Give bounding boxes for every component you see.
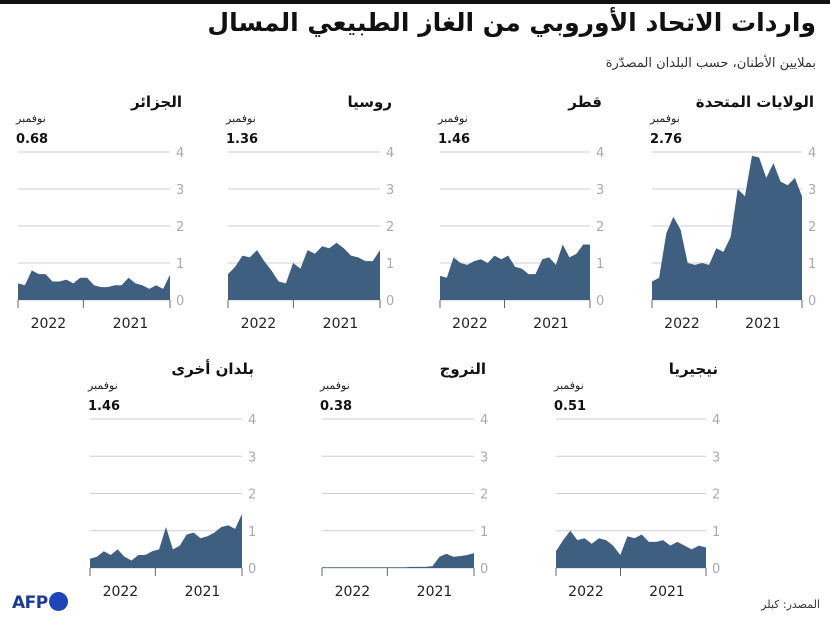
y-tick-label: 1: [808, 257, 816, 272]
y-tick-label: 2: [176, 220, 184, 235]
area-series: [440, 244, 590, 300]
y-tick-label: 3: [248, 450, 256, 465]
x-tick-label: 2021: [533, 316, 569, 332]
y-tick-label: 4: [176, 146, 184, 161]
latest-value: 1.46: [88, 399, 120, 414]
x-tick-label: 2021: [649, 584, 685, 600]
x-tick-label: 2021: [417, 584, 453, 600]
y-tick-label: 2: [480, 488, 488, 503]
y-tick-label: 3: [712, 450, 720, 465]
y-tick-label: 3: [808, 183, 816, 198]
x-tick-label: 2022: [568, 584, 604, 600]
y-tick-label: 4: [712, 413, 720, 428]
area-series: [652, 155, 802, 300]
y-tick-label: 4: [480, 413, 488, 428]
y-tick-label: 3: [596, 183, 604, 198]
latest-label: نوفمبر: [649, 112, 680, 125]
area-series: [18, 270, 170, 300]
panel-0: الولايات المتحدة نوفمبر 2.76 0 1 2 3 4 2022 2021: [649, 93, 816, 332]
latest-label: نوفمبر: [87, 379, 118, 392]
country-name: روسيا: [348, 93, 392, 111]
x-tick-label: 2022: [31, 316, 67, 332]
country-name: الجزائر: [130, 93, 182, 111]
y-tick-label: 2: [596, 220, 604, 235]
afp-logo-dot-icon: [48, 592, 68, 611]
y-tick-label: 4: [808, 146, 816, 161]
panel-4: نيجيريا نوفمبر 0.51 0 1 2 3 4 2022 2021: [553, 360, 720, 600]
latest-value: 2.76: [650, 132, 682, 147]
latest-label: نوفمبر: [553, 379, 584, 392]
area-series: [228, 242, 380, 300]
latest-value: 0.38: [320, 399, 352, 414]
y-tick-label: 2: [712, 488, 720, 503]
area-series: [322, 553, 474, 568]
country-name: نيجيريا: [669, 360, 718, 378]
panel-5: النروج نوفمبر 0.38 0 1 2 3 4 2022 2021: [319, 360, 488, 600]
panel-2: روسيا نوفمبر 1.36 0 1 2 3 4 2022 2021: [225, 93, 394, 332]
top-rule: [0, 0, 830, 4]
latest-value: 1.36: [226, 132, 258, 147]
y-tick-label: 4: [248, 413, 256, 428]
y-tick-label: 0: [596, 294, 604, 309]
y-tick-label: 1: [176, 257, 184, 272]
panel-3: الجزائر نوفمبر 0.68 0 1 2 3 4 2022 2021: [15, 93, 184, 332]
chart-title: واردات الاتحاد الأوروبي من الغاز الطبيعي…: [207, 8, 816, 37]
y-tick-label: 0: [248, 562, 256, 577]
latest-label: نوفمبر: [319, 379, 350, 392]
y-tick-label: 2: [386, 220, 394, 235]
y-tick-label: 0: [386, 294, 394, 309]
x-tick-label: 2021: [323, 316, 359, 332]
logo-text: AFP: [12, 593, 48, 613]
x-tick-label: 2021: [113, 316, 149, 332]
x-tick-label: 2021: [745, 316, 781, 332]
y-tick-label: 4: [386, 146, 394, 161]
y-tick-label: 1: [480, 525, 488, 540]
y-tick-label: 3: [386, 183, 394, 198]
x-tick-label: 2022: [335, 584, 371, 600]
latest-label: نوفمبر: [225, 112, 256, 125]
y-tick-label: 2: [808, 220, 816, 235]
y-tick-label: 3: [480, 450, 488, 465]
x-tick-label: 2022: [452, 316, 488, 332]
y-tick-label: 4: [596, 146, 604, 161]
y-tick-label: 1: [596, 257, 604, 272]
y-tick-label: 1: [248, 525, 256, 540]
y-tick-label: 1: [386, 257, 394, 272]
x-tick-label: 2021: [185, 584, 221, 600]
afp-logo: AFP: [12, 592, 68, 613]
y-tick-label: 0: [808, 294, 816, 309]
source-note: المصدر: كبلر: [761, 598, 820, 611]
country-name: النروج: [440, 360, 486, 378]
latest-label: نوفمبر: [437, 112, 468, 125]
x-tick-label: 2022: [103, 584, 139, 600]
country-name: قطر: [567, 93, 602, 111]
chart-subtitle: بملايين الأطنان، حسب البلدان المصدّرة: [605, 56, 816, 71]
area-series: [556, 530, 706, 568]
y-tick-label: 0: [480, 562, 488, 577]
country-name: بلدان أخرى: [171, 359, 254, 378]
panel-1: قطر نوفمبر 1.46 0 1 2 3 4 2022 2021: [437, 93, 604, 332]
x-tick-label: 2022: [664, 316, 700, 332]
latest-value: 0.68: [16, 132, 48, 147]
y-tick-label: 1: [712, 525, 720, 540]
panel-6: بلدان أخرى نوفمبر 1.46 0 1 2 3 4 2022 2021: [87, 359, 256, 600]
area-series: [90, 514, 242, 568]
x-tick-label: 2022: [241, 316, 277, 332]
y-tick-label: 0: [712, 562, 720, 577]
y-tick-label: 3: [176, 183, 184, 198]
latest-value: 0.51: [554, 399, 586, 414]
y-tick-label: 0: [176, 294, 184, 309]
country-name: الولايات المتحدة: [696, 93, 814, 111]
latest-value: 1.46: [438, 132, 470, 147]
latest-label: نوفمبر: [15, 112, 46, 125]
y-tick-label: 2: [248, 488, 256, 503]
